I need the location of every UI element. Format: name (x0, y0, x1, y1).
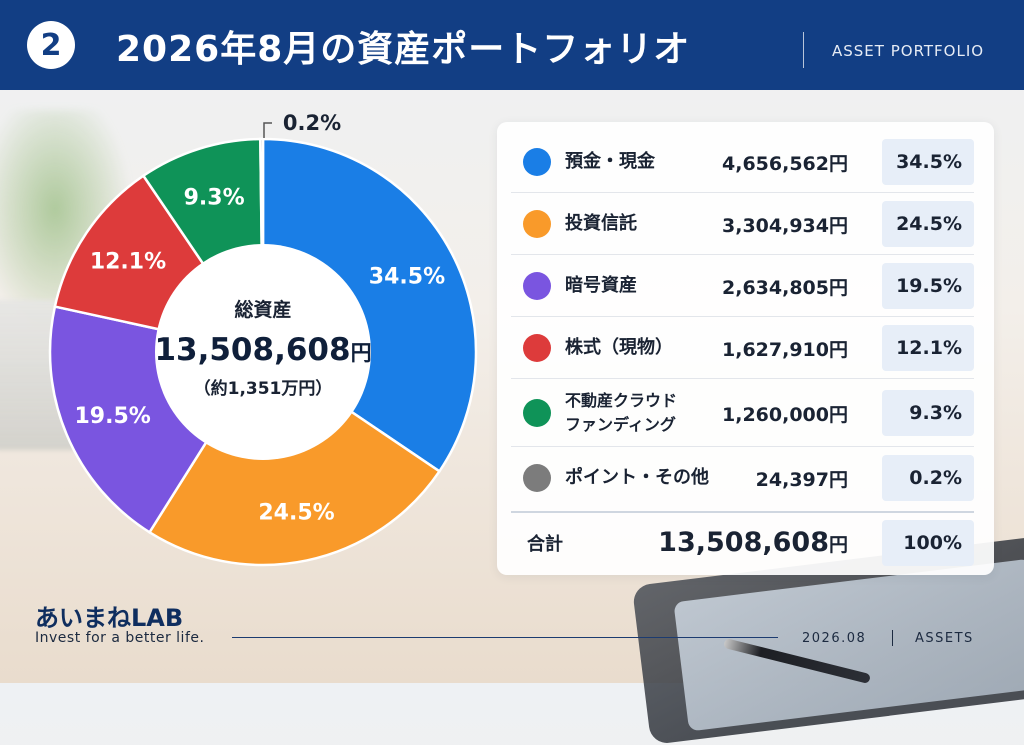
category-percent: 12.1% (882, 325, 974, 371)
footer-separator (892, 630, 893, 646)
category-label: 不動産クラウドファンディング (565, 391, 678, 434)
pie-slice (261, 137, 478, 474)
category-amount: 1,260,000円 (722, 403, 848, 426)
category-color-dot (523, 210, 551, 238)
step-number-badge: 2 (27, 21, 75, 69)
pie-slice-label: 24.5% (258, 501, 334, 526)
footer-tag: ASSETS (915, 631, 974, 646)
table-row: ポイント・その他 24,397円 0.2% (511, 448, 974, 508)
pie-slice-label: 19.5% (75, 404, 151, 429)
category-label: 株式（現物） (565, 337, 673, 358)
header-divider (803, 32, 804, 68)
brand-logo-text: あいまねLAB (35, 604, 184, 632)
total-row: 合計 13,508,608 円 100% (511, 513, 974, 573)
header-bar: 2 2026年8月の資産ポートフォリオ ASSET PORTFOLIO (0, 0, 1024, 90)
category-label: 投資信託 (565, 213, 637, 234)
category-color-dot (523, 148, 551, 176)
center-approx: （約1,351万円） (194, 378, 333, 399)
category-color-dot (523, 272, 551, 300)
pie-slice-label: 12.1% (90, 250, 166, 275)
small-slice-leader-line (263, 122, 272, 138)
category-percent: 19.5% (882, 263, 974, 309)
table-row: 投資信託 3,304,934円 24.5% (511, 194, 974, 255)
donut-hole (155, 244, 371, 460)
portfolio-table-card: 預金・現金 4,656,562円 34.5% 投資信託 3,304,934円 2… (497, 122, 994, 575)
category-label: 暗号資産 (565, 275, 637, 296)
table-row: 預金・現金 4,656,562円 34.5% (511, 132, 974, 193)
total-percent: 100% (882, 520, 974, 566)
pie-slice-label: 0.2% (283, 111, 341, 135)
table-row: 株式（現物） 1,627,910円 12.1% (511, 318, 974, 379)
category-percent: 9.3% (882, 390, 974, 436)
category-color-dot (523, 464, 551, 492)
category-color-dot (523, 334, 551, 362)
center-total: 13,508,608円 (154, 332, 371, 368)
total-separator (511, 511, 974, 513)
category-amount: 1,627,910円 (722, 338, 848, 361)
header-subtitle: ASSET PORTFOLIO (832, 42, 985, 60)
category-label: ポイント・その他 (565, 467, 709, 488)
category-percent: 24.5% (882, 201, 974, 247)
category-color-dot (523, 399, 551, 427)
donut-chart: 総資産 13,508,608円 （約1,351万円） 34.5% 24.5% 19.… (48, 111, 478, 567)
pie-slice-label: 34.5% (369, 265, 445, 290)
footer-date: 2026.08 (802, 631, 867, 646)
category-amount: 24,397円 (755, 468, 848, 491)
total-label: 合計 (527, 534, 563, 555)
category-percent: 0.2% (882, 455, 974, 501)
pie-slice-label: 9.3% (184, 185, 245, 210)
category-amount: 3,304,934円 (722, 214, 848, 237)
table-row: 不動産クラウドファンディング 1,260,000円 9.3% (511, 380, 974, 447)
category-percent: 34.5% (882, 139, 974, 185)
table-row: 暗号資産 2,634,805円 19.5% (511, 256, 974, 317)
category-amount: 4,656,562円 (722, 152, 848, 175)
pie-slice (147, 350, 442, 567)
category-amount: 2,634,805円 (722, 276, 848, 299)
category-label: 預金・現金 (565, 151, 655, 172)
total-amount: 13,508,608 円 (658, 527, 848, 558)
brand-tagline: Invest for a better life. (35, 630, 205, 646)
page-title: 2026年8月の資産ポートフォリオ (116, 29, 691, 70)
footer-divider-line (232, 637, 778, 638)
center-label: 総資産 (234, 298, 291, 321)
